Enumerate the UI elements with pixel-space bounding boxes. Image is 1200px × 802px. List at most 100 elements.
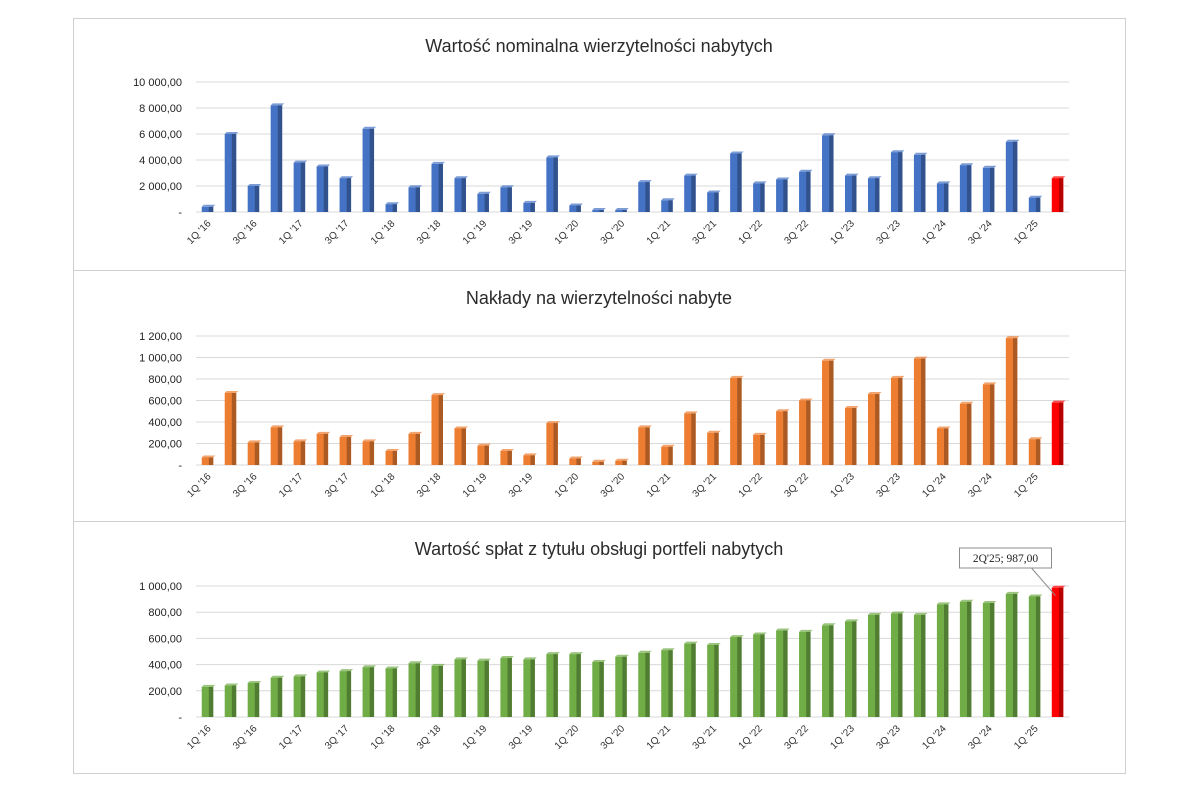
chart1-bar bbox=[913, 152, 928, 212]
chart2-xtick-label: 1Q '25 bbox=[1012, 471, 1041, 500]
chart3-bar bbox=[615, 654, 629, 717]
chart1-bar bbox=[799, 169, 813, 212]
chart2-bar bbox=[982, 382, 997, 465]
chart3-xtick-label: 3Q '23 bbox=[874, 723, 903, 752]
chart1-bar bbox=[477, 191, 491, 212]
chart1-bar bbox=[776, 177, 790, 212]
chart2-ytick-label: 200,00 bbox=[148, 439, 182, 451]
chart1-bar bbox=[959, 163, 974, 212]
chart3-bar bbox=[385, 666, 400, 717]
chart1-bar bbox=[385, 202, 400, 212]
chart3-xtick-label: 1Q '21 bbox=[645, 723, 674, 752]
chart3-bar bbox=[546, 652, 560, 717]
chart2-outlays: - 200,00 400,00 600,00 800,00 1 000,00 1 200,0… bbox=[139, 331, 1069, 500]
chart3-bar bbox=[661, 648, 675, 717]
chart1-bar bbox=[569, 203, 583, 212]
chart1-bar bbox=[592, 208, 606, 212]
chart3-xtick-label: 3Q '21 bbox=[691, 723, 720, 752]
chart2-xtick-label: 1Q '17 bbox=[277, 471, 306, 500]
chart3-bar bbox=[730, 635, 744, 717]
chart3-xtick-label: 1Q '24 bbox=[920, 723, 949, 752]
chart2-bar bbox=[385, 449, 400, 465]
chart1-ytick-label: 2 000,00 bbox=[139, 181, 182, 193]
chart2-xtick-label: 3Q '21 bbox=[691, 471, 720, 500]
chart1-bar bbox=[845, 173, 859, 212]
chart1-xtick-label: 3Q '16 bbox=[231, 218, 260, 247]
chart2-bar bbox=[477, 443, 491, 465]
chart2-bar bbox=[822, 358, 836, 465]
chart2-bar bbox=[500, 449, 514, 465]
chart2-xtick-label: 3Q '24 bbox=[966, 471, 995, 500]
chart2-bar bbox=[845, 406, 859, 465]
chart1-bar bbox=[867, 176, 882, 212]
chart1-bar bbox=[408, 185, 422, 212]
chart1-bar bbox=[661, 198, 675, 212]
chart1-bar bbox=[339, 176, 354, 212]
chart2-xtick-label: 1Q '19 bbox=[461, 471, 490, 500]
chart2-bar bbox=[776, 409, 790, 465]
chart2-bar bbox=[615, 458, 629, 465]
panel-divider bbox=[73, 521, 1126, 522]
chart3-bar bbox=[638, 650, 652, 717]
chart1-xtick-label: 3Q '20 bbox=[599, 218, 628, 247]
chart2-bar bbox=[339, 435, 354, 465]
chart2-ytick-label: 1 200,00 bbox=[139, 331, 182, 343]
chart2-xtick-label: 3Q '16 bbox=[231, 471, 260, 500]
chart3-bar bbox=[1005, 591, 1020, 717]
chart2-xtick-label: 3Q '17 bbox=[323, 471, 352, 500]
chart3-bar bbox=[500, 656, 514, 717]
chart1-bar bbox=[224, 132, 239, 212]
chart2-bar bbox=[592, 459, 606, 465]
chart3-callout-text: 2Q'25; 987,00 bbox=[973, 553, 1039, 565]
chart1-bar bbox=[523, 200, 537, 212]
chart2-bar bbox=[799, 398, 813, 465]
chart1-xtick-label: 1Q '20 bbox=[553, 218, 582, 247]
chart2-bar bbox=[270, 425, 285, 465]
chart3-bar bbox=[776, 628, 790, 717]
chart2-bar bbox=[523, 453, 537, 465]
chart1-bar bbox=[316, 164, 331, 212]
chart1-title: Wartość nominalna wierzytelności nabytyc… bbox=[425, 36, 772, 56]
chart2-bar bbox=[867, 392, 882, 465]
chart2-xtick-label: 1Q '18 bbox=[369, 471, 398, 500]
panel-divider bbox=[73, 270, 1126, 271]
chart1-bar bbox=[890, 150, 905, 212]
chart2-bar bbox=[293, 439, 308, 465]
chart3-xtick-label: 3Q '19 bbox=[507, 723, 536, 752]
chart2-title: Nakłady na wierzytelności nabyte bbox=[466, 288, 732, 308]
chart1-bar bbox=[201, 204, 216, 212]
chart3-xtick-label: 3Q '16 bbox=[231, 723, 260, 752]
chart1-xtick-label: 3Q '23 bbox=[874, 218, 903, 247]
chart1-xtick-label: 3Q '22 bbox=[783, 218, 812, 247]
chart3-title: Wartość spłat z tytułu obsługi portfeli … bbox=[415, 539, 784, 559]
chart1-xtick-label: 3Q '18 bbox=[415, 218, 444, 247]
chart2-xtick-label: 3Q '20 bbox=[599, 471, 628, 500]
chart1-xtick-label: 3Q '24 bbox=[966, 218, 995, 247]
chart3-xtick-label: 1Q '19 bbox=[461, 723, 490, 752]
chart2-xtick-label: 3Q '22 bbox=[783, 471, 812, 500]
chart1-ytick-label: 4 000,00 bbox=[139, 155, 182, 167]
chart3-bar bbox=[477, 658, 491, 717]
chart1-bar bbox=[936, 181, 951, 212]
chart2-bar bbox=[913, 356, 928, 465]
chart2-ytick-label: - bbox=[178, 460, 182, 472]
chart3-bar bbox=[569, 652, 583, 717]
chart3-bar bbox=[592, 659, 606, 717]
chart3-bar bbox=[753, 632, 767, 717]
chart2-bar bbox=[661, 444, 675, 465]
chart2-xtick-label: 3Q '19 bbox=[507, 471, 536, 500]
chart2-bar bbox=[1005, 336, 1020, 465]
chart3-bar bbox=[247, 680, 262, 717]
chart3-xtick-label: 1Q '23 bbox=[828, 723, 857, 752]
chart2-xtick-label: 3Q '23 bbox=[874, 471, 903, 500]
chart3-bar bbox=[936, 602, 951, 717]
chart2-ytick-label: 400,00 bbox=[148, 417, 182, 429]
chart1-xtick-label: 1Q '25 bbox=[1012, 218, 1041, 247]
chart1-bar bbox=[293, 160, 308, 212]
chart2-bar bbox=[431, 393, 445, 465]
chart1-ytick-label: 6 000,00 bbox=[139, 129, 182, 141]
chart2-ytick-label: 800,00 bbox=[148, 374, 182, 386]
chart2-bar bbox=[546, 421, 560, 465]
chart2-bar bbox=[1051, 400, 1066, 465]
